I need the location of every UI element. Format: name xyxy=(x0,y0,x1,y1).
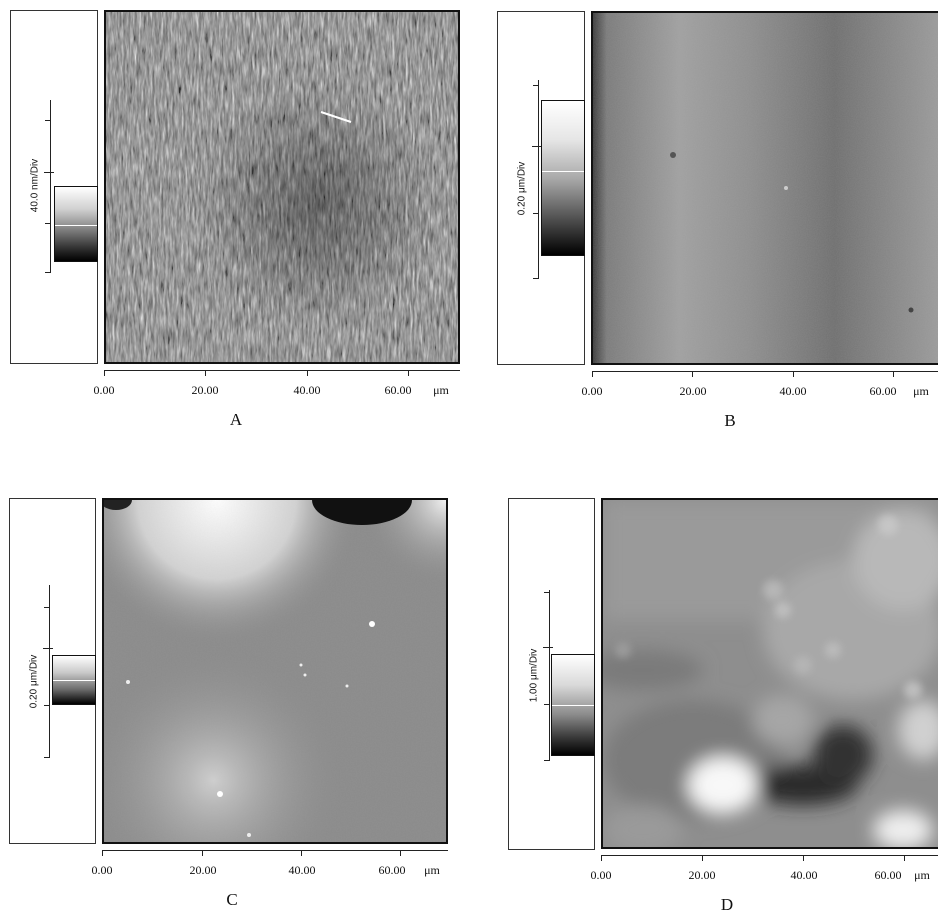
height-scale-ruler xyxy=(44,100,54,273)
grayscale-bar xyxy=(54,186,98,262)
afm-height-image xyxy=(102,498,448,844)
x-tick-label: 40.00 xyxy=(779,384,807,398)
afm-height-image xyxy=(104,10,460,364)
x-tick-label: 0.00 xyxy=(581,384,603,398)
panel-caption: B xyxy=(724,411,736,430)
x-tick-label: 0.00 xyxy=(91,863,113,877)
x-tick-label: 40.00 xyxy=(293,383,321,397)
x-tick-label: 40.00 xyxy=(288,863,316,877)
grayscale-bar xyxy=(551,654,595,756)
height-scale-ruler xyxy=(43,585,53,758)
height-scale-label: 0.20 μm/Div xyxy=(28,654,40,709)
height-scale-label: 0.20 μm/Div xyxy=(516,161,528,216)
height-scale-label: 40.0 nm/Div xyxy=(29,158,41,213)
x-tick-label: 0.00 xyxy=(590,868,612,882)
x-unit-label: μm xyxy=(914,868,930,882)
x-axis xyxy=(601,855,938,861)
x-tick-label: 60.00 xyxy=(869,384,897,398)
panel-caption: C xyxy=(226,890,238,909)
grayscale-bar xyxy=(52,655,96,705)
panel-caption: D xyxy=(720,895,734,914)
x-unit-label: μm xyxy=(433,383,449,397)
x-tick-label: 60.00 xyxy=(384,383,412,397)
x-tick-label: 60.00 xyxy=(378,863,406,877)
x-tick-label: 20.00 xyxy=(679,384,707,398)
x-unit-label: μm xyxy=(913,384,929,398)
x-tick-label: 20.00 xyxy=(688,868,716,882)
x-axis xyxy=(592,371,938,377)
x-tick-label: 40.00 xyxy=(790,868,818,882)
x-axis xyxy=(104,370,460,376)
x-axis xyxy=(102,850,448,856)
x-tick-label: 20.00 xyxy=(189,863,217,877)
x-tick-label: 60.00 xyxy=(874,868,902,882)
afm-height-image xyxy=(601,498,938,849)
height-scale-ruler xyxy=(532,80,542,279)
x-tick-label: 0.00 xyxy=(93,383,115,397)
panel-caption: A xyxy=(229,410,243,429)
x-unit-label: μm xyxy=(424,863,440,877)
afm-height-image xyxy=(591,11,938,365)
height-scale-ruler xyxy=(543,590,553,761)
height-scale-label: 1.00 μm/Div xyxy=(528,648,540,703)
grayscale-bar xyxy=(541,100,585,256)
x-tick-label: 20.00 xyxy=(191,383,219,397)
